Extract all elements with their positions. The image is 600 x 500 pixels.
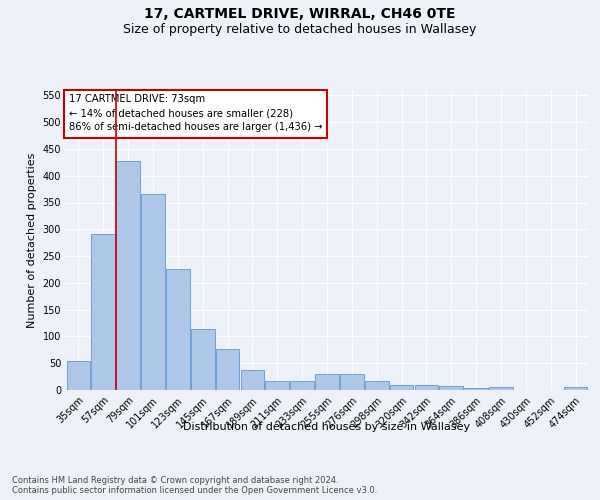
Bar [265, 381, 289, 390]
Bar [464, 388, 488, 390]
Bar [415, 384, 438, 390]
Bar [191, 330, 215, 390]
Bar [340, 374, 364, 390]
Bar [241, 370, 264, 390]
Bar [141, 194, 165, 390]
Bar [365, 381, 389, 390]
Bar [564, 388, 587, 390]
Bar [439, 386, 463, 390]
Text: Distribution of detached houses by size in Wallasey: Distribution of detached houses by size … [184, 422, 470, 432]
Bar [166, 269, 190, 390]
Text: Contains HM Land Registry data © Crown copyright and database right 2024.
Contai: Contains HM Land Registry data © Crown c… [12, 476, 377, 495]
Text: Size of property relative to detached houses in Wallasey: Size of property relative to detached ho… [124, 22, 476, 36]
Bar [216, 350, 239, 390]
Y-axis label: Number of detached properties: Number of detached properties [27, 152, 37, 328]
Bar [489, 388, 513, 390]
Bar [67, 360, 90, 390]
Bar [91, 234, 115, 390]
Text: 17 CARTMEL DRIVE: 73sqm
← 14% of detached houses are smaller (228)
86% of semi-d: 17 CARTMEL DRIVE: 73sqm ← 14% of detache… [68, 94, 322, 132]
Bar [390, 384, 413, 390]
Bar [315, 374, 339, 390]
Text: 17, CARTMEL DRIVE, WIRRAL, CH46 0TE: 17, CARTMEL DRIVE, WIRRAL, CH46 0TE [144, 8, 456, 22]
Bar [290, 381, 314, 390]
Bar [116, 160, 140, 390]
